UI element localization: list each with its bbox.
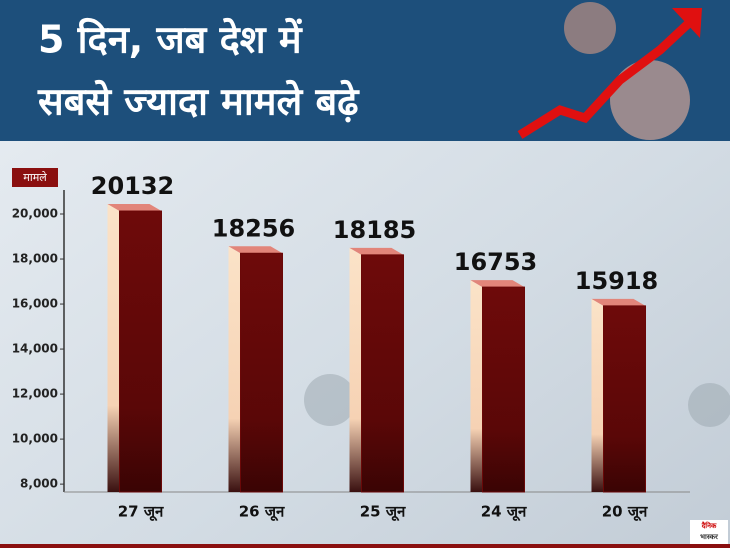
- virus-decor: [564, 2, 616, 54]
- y-tick-label: 12,000: [12, 387, 58, 401]
- value-label: 16753: [454, 248, 538, 276]
- arrow-decor: [517, 18, 694, 139]
- logo: भास्कर: [700, 533, 719, 541]
- value-label: 18256: [212, 214, 296, 242]
- value-label: 20132: [91, 172, 175, 200]
- virus-decor: [610, 60, 690, 140]
- y-tick-label: 10,000: [12, 432, 58, 446]
- y-tick-label: 20,000: [12, 207, 58, 221]
- bar-side: [228, 246, 241, 492]
- bar-side: [107, 204, 120, 492]
- virus-decor: [304, 374, 356, 426]
- bar-top: [591, 298, 646, 306]
- bar-top: [107, 204, 162, 212]
- bar: [119, 210, 162, 493]
- y-tick-label: 8,000: [20, 477, 58, 491]
- bar-top: [228, 246, 283, 254]
- bar: [361, 254, 404, 493]
- chart-title: सबसे ज्यादा मामले बढ़े: [37, 80, 360, 124]
- x-tick-label: 24 जून: [481, 503, 527, 522]
- y-tick-label: 14,000: [12, 342, 58, 356]
- logo-box: [690, 520, 728, 544]
- bar: [603, 305, 646, 493]
- bar-top: [470, 280, 525, 288]
- bar: [240, 252, 283, 493]
- y-tick-label: 18,000: [12, 252, 58, 266]
- value-label: 18185: [333, 216, 417, 244]
- x-tick-label: 20 जून: [602, 503, 648, 522]
- y-tick-label: 16,000: [12, 297, 58, 311]
- bar-side: [349, 247, 362, 492]
- footer-strip: [0, 544, 730, 548]
- bar-side: [470, 280, 483, 492]
- bar-top: [349, 247, 404, 255]
- logo: दैनिक: [701, 521, 717, 530]
- bar-side: [591, 298, 604, 492]
- x-tick-label: 27 जून: [118, 503, 164, 522]
- y-label-box: [12, 168, 58, 187]
- x-tick-label: 25 जून: [360, 503, 406, 522]
- virus-decor: [688, 383, 730, 427]
- bar: [482, 286, 525, 493]
- y-axis-label: मामले: [23, 171, 47, 184]
- chart-title: 5 दिन, जब देश में: [38, 18, 303, 62]
- x-tick-label: 26 जून: [239, 503, 285, 522]
- arrow-head: [672, 8, 702, 38]
- value-label: 15918: [575, 267, 659, 295]
